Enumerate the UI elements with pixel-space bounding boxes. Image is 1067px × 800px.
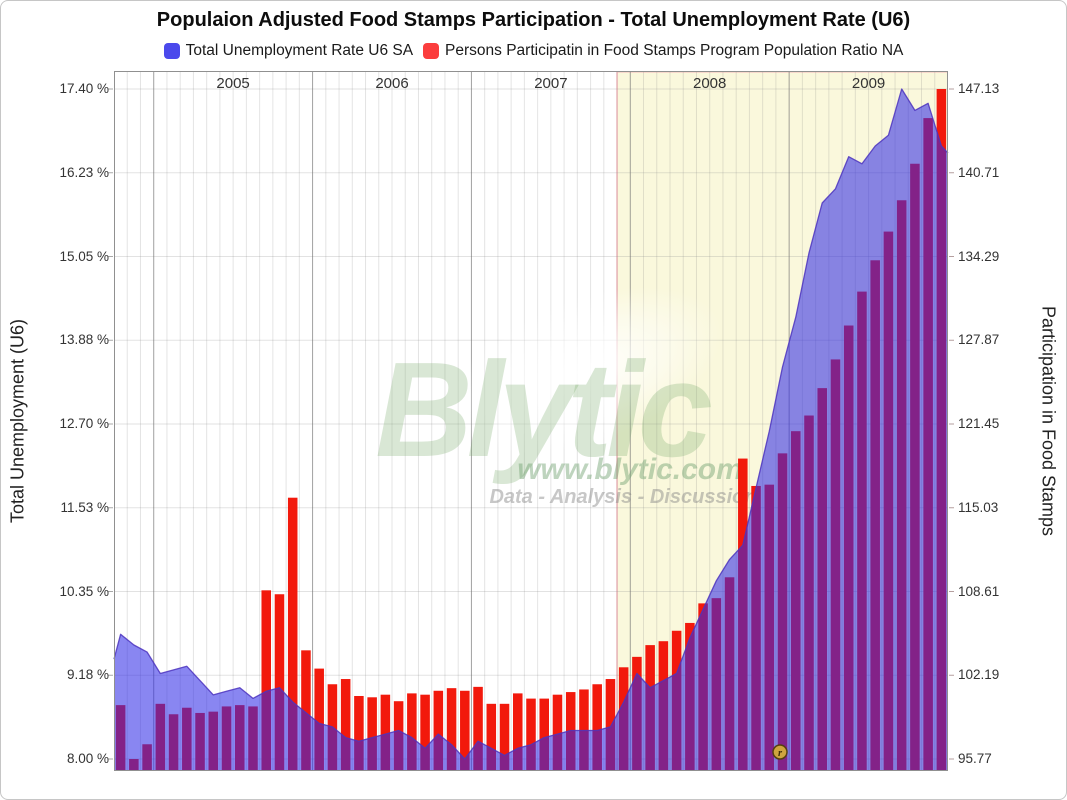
left-tick-label: 13.88 % — [59, 332, 109, 348]
food-stamps-bar — [512, 693, 523, 771]
legend-label-food-stamps: Persons Participatin in Food Stamps Prog… — [445, 42, 904, 59]
right-tick-label: 127.87 — [958, 332, 1000, 348]
food-stamps-bar — [552, 694, 563, 771]
right-tick-label: 140.71 — [958, 164, 1000, 180]
food-stamps-bar — [526, 698, 536, 771]
plot-border — [114, 71, 948, 771]
food-stamps-bar — [473, 686, 483, 771]
food-stamps-bar — [380, 694, 391, 771]
revision-marker-label: r — [778, 748, 783, 759]
food-stamps-bar — [592, 684, 602, 771]
food-stamps-bar — [354, 695, 364, 771]
food-stamps-bar — [446, 688, 457, 771]
right-tick-label: 147.13 — [958, 81, 1000, 96]
year-label-2005: 2005 — [216, 75, 250, 92]
year-label-2006: 2006 — [375, 75, 409, 92]
unemployment-area — [114, 89, 948, 771]
food-stamps-bar — [367, 697, 377, 771]
year-label-2009: 2009 — [851, 75, 886, 92]
right-axis-title: Participation in Food Stamps — [1038, 305, 1059, 537]
left-tick-label: 12.70 % — [59, 416, 109, 431]
right-tick-label: 95.77 — [958, 751, 992, 766]
right-tick-label: 121.45 — [958, 416, 1000, 431]
watermark-url: www.blytic.com — [517, 453, 743, 486]
right-tick-label: 115.03 — [958, 499, 999, 515]
food-stamps-bar — [605, 679, 616, 771]
unemployment-legend-swatch-icon — [163, 43, 180, 59]
year-label-2008: 2008 — [693, 75, 727, 92]
food-stamps-bar — [287, 497, 298, 771]
left-tick-label: 8.00 % — [66, 751, 109, 766]
chart-plot[interactable]: Blytic www.blytic.com Data - Analysis - Di… — [108, 71, 954, 772]
left-axis-title: Total Unemployment (U6) — [7, 318, 28, 524]
left-tick-label: 15.05 % — [59, 248, 109, 264]
food-stamps-bar — [261, 590, 272, 771]
watermark-brand: Blytic — [375, 334, 712, 485]
food-stamps-bar — [301, 650, 311, 771]
watermark-shine — [445, 287, 723, 455]
food-stamps-bar — [314, 668, 324, 771]
left-tick-label: 17.40 % — [59, 81, 109, 96]
food-stamps-bar — [420, 694, 430, 771]
food-stamps-bar — [486, 703, 497, 771]
food-stamps-bar — [460, 690, 470, 771]
food-stamps-bar — [499, 703, 510, 771]
right-tick-label: 134.29 — [958, 248, 1000, 264]
chart-title: Populaion Adjusted Food Stamps Participa… — [156, 9, 911, 31]
food-stamps-bar — [539, 698, 550, 771]
unemployment-area-edge — [113, 88, 949, 760]
revision-marker-icon — [772, 744, 788, 760]
legend-label-unemployment: Total Unemployment Rate U6 SA — [185, 42, 414, 59]
food-stamps-bar — [433, 690, 444, 771]
legend: Total Unemployment Rate U6 SA Persons Pa… — [1, 39, 1066, 63]
food-stamps-legend-swatch-icon — [423, 43, 440, 59]
year-label-2007: 2007 — [534, 75, 568, 92]
food-stamps-bar — [407, 693, 417, 771]
left-tick-label: 10.35 % — [59, 583, 109, 599]
right-tick-label: 102.19 — [958, 667, 1000, 683]
left-tick-label: 16.23 % — [59, 164, 109, 180]
left-tick-label: 11.53 % — [60, 499, 109, 515]
legend-item-unemployment[interactable]: Total Unemployment Rate U6 SA — [163, 42, 414, 60]
food-stamps-bar — [340, 679, 351, 771]
watermark-tagline: Data - Analysis - Discussion — [489, 486, 756, 508]
legend-item-food-stamps[interactable]: Persons Participatin in Food Stamps Prog… — [423, 42, 903, 60]
right-tick-label: 108.61 — [958, 583, 1000, 599]
food-stamps-bar — [274, 594, 285, 771]
left-tick-label: 9.18 % — [66, 667, 109, 683]
